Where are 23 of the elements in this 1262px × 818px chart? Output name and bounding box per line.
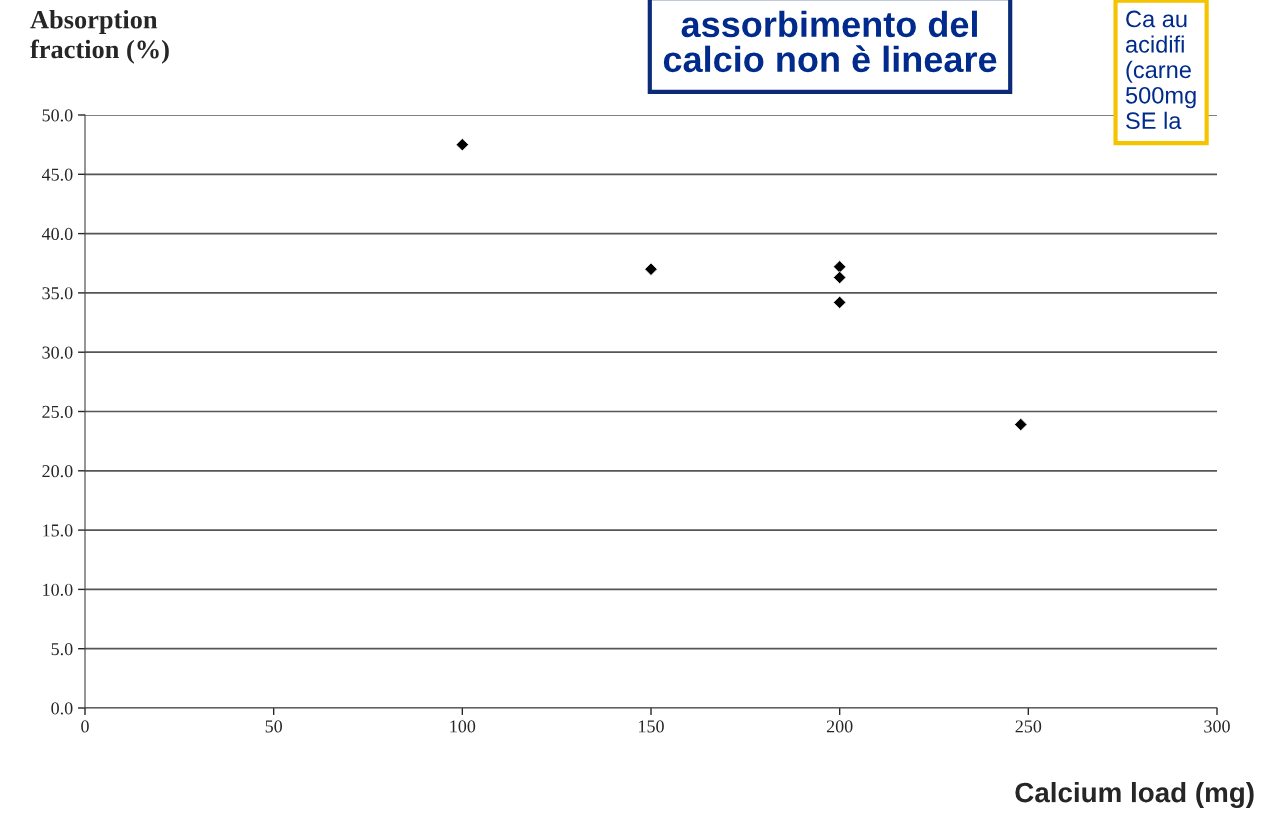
- y-tick-label: 45.0: [41, 168, 73, 181]
- y-tick-label: 20.0: [42, 465, 73, 478]
- y-tick-label: 15.0: [43, 524, 73, 537]
- x-tick-label: 150: [639, 720, 664, 733]
- x-tick-label: 100: [450, 720, 476, 733]
- y-tick-label: 50.0: [42, 109, 73, 122]
- x-tick-label: 0: [81, 720, 89, 733]
- y-tick-label: 35.0: [42, 287, 73, 300]
- annotation: Ca au acidifi (carne 500mg SE la: [1125, 10, 1196, 130]
- y-tick-label: 0.0: [51, 702, 73, 715]
- text: assorbimento del calcio non è lineare: [663, 10, 997, 73]
- y-tick-label: 40.0: [41, 227, 73, 241]
- y-tick-label: 5.0: [51, 642, 73, 656]
- x-tick-label: 250: [1015, 720, 1042, 733]
- x-tick-label: 300: [1204, 720, 1230, 733]
- y-tick-label: 10.0: [43, 583, 73, 596]
- x-tick-label: 200: [826, 720, 853, 733]
- point: [644, 262, 658, 276]
- y-tick-label: 25.0: [42, 405, 73, 419]
- x-tick-label: 50: [265, 720, 283, 733]
- x-axis-title: Calcium load (mg): [1015, 781, 1254, 809]
- y-axis-title: Absorption fraction (%): [30, 10, 169, 64]
- y-tick-label: 30.0: [42, 346, 73, 359]
